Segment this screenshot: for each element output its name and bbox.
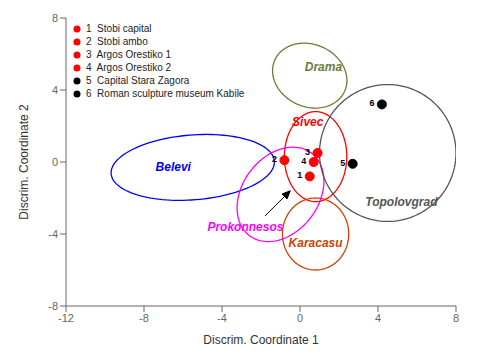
svg-text:3: 3 [305,147,311,157]
svg-text:Prokonnesos: Prokonnesos [207,220,283,234]
html-text:1 Stobi capital: 1 Stobi capital [86,23,152,34]
svg-text:-4: -4 [217,312,227,324]
svg-text:2: 2 [272,154,277,164]
svg-text:5: 5 [340,158,345,168]
svg-text:6: 6 [369,98,374,108]
svg-text:Discrim. Coordinate 1: Discrim. Coordinate 1 [203,333,319,347]
html-text:3 Argos Orestiko 1: 3 Argos Orestiko 1 [86,49,171,60]
html-text:2 Stobi ambo: 2 Stobi ambo [86,36,148,47]
svg-text:8: 8 [52,12,58,24]
svg-text:Belevi: Belevi [156,160,192,174]
html-text:5 Capital Stara Zagora: 5 Capital Stara Zagora [86,75,190,86]
html-text:4 Argos Orestiko 2: 4 Argos Orestiko 2 [86,62,171,73]
svg-text:Sivec: Sivec [292,115,324,129]
svg-text:0: 0 [52,156,58,168]
svg-text:-12: -12 [58,312,74,324]
svg-text:1: 1 [297,170,302,180]
svg-text:4: 4 [52,84,58,96]
svg-text:8: 8 [453,312,459,324]
svg-text:Karacasu: Karacasu [289,236,344,250]
svg-text:4: 4 [301,156,306,166]
svg-text:-4: -4 [48,228,58,240]
svg-text:Topolovgrad: Topolovgrad [365,195,438,209]
svg-text:Discrim. Coordinate 2: Discrim. Coordinate 2 [17,104,31,220]
svg-text:4: 4 [375,312,381,324]
svg-text:0: 0 [297,312,303,324]
html-text:6 Roman sculpture museum Kabil: 6 Roman sculpture museum Kabile [86,88,245,99]
svg-text:-8: -8 [139,312,149,324]
svg-text:-8: -8 [48,300,58,312]
svg-text:Drama: Drama [305,60,343,74]
